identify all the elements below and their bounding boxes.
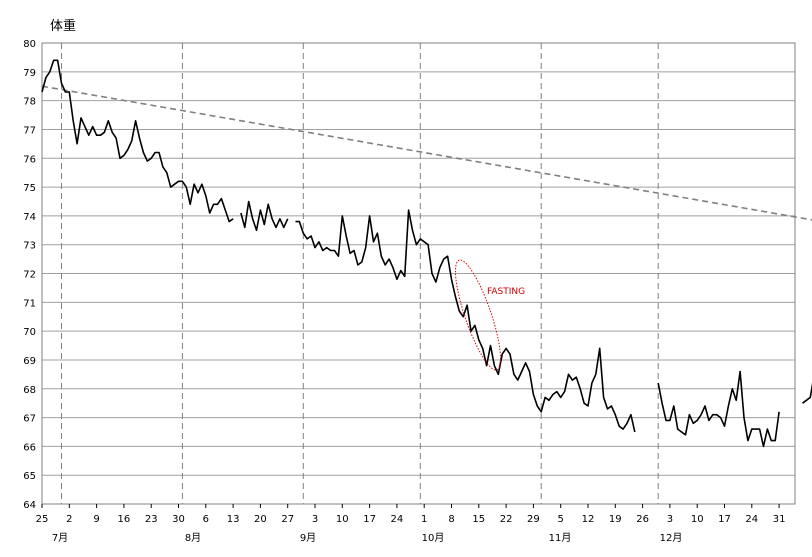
x-tick-label: 25 bbox=[36, 514, 49, 525]
x-tick-label: 26 bbox=[636, 514, 649, 525]
x-tick-label: 3 bbox=[667, 514, 673, 525]
x-tick-label: 17 bbox=[718, 514, 731, 525]
y-tick-label: 68 bbox=[23, 385, 36, 396]
x-tick-label: 31 bbox=[773, 514, 786, 525]
month-label: 9月 bbox=[300, 532, 316, 544]
x-tick-label: 24 bbox=[391, 514, 404, 525]
y-tick-label: 79 bbox=[23, 68, 36, 79]
y-tick-label: 72 bbox=[23, 270, 36, 281]
x-tick-label: 8 bbox=[448, 514, 454, 525]
x-tick-label: 20 bbox=[254, 514, 267, 525]
x-tick-label: 29 bbox=[527, 514, 540, 525]
x-tick-label: 23 bbox=[145, 514, 158, 525]
y-tick-label: 74 bbox=[23, 212, 36, 223]
x-tick-label: 24 bbox=[745, 514, 758, 525]
x-tick-label: 6 bbox=[203, 514, 209, 525]
x-tick-label: 22 bbox=[500, 514, 513, 525]
weight-line-segment bbox=[41, 59, 234, 223]
trend-line bbox=[41, 85, 812, 221]
y-tick-label: 65 bbox=[23, 471, 36, 482]
y-tick-label: 64 bbox=[23, 500, 36, 511]
month-label: 11月 bbox=[549, 532, 572, 544]
y-tick-label: 75 bbox=[23, 183, 36, 194]
x-tick-label: 17 bbox=[363, 514, 376, 525]
x-tick-label: 13 bbox=[227, 514, 240, 525]
x-tick-label: 10 bbox=[691, 514, 704, 525]
x-tick-label: 16 bbox=[118, 514, 131, 525]
x-tick-label: 15 bbox=[472, 514, 485, 525]
weight-line-segment bbox=[295, 209, 636, 433]
y-tick-label: 76 bbox=[23, 154, 36, 165]
weight-line-segment bbox=[802, 382, 812, 404]
y-tick-label: 71 bbox=[23, 298, 36, 309]
x-tick-label: 5 bbox=[558, 514, 564, 525]
month-labels: 7月 8月 9月 10月 11月 12月 bbox=[52, 532, 683, 544]
y-tick-labels: 64 65 66 67 68 69 70 71 72 73 74 75 76 77 78 79 80 bbox=[23, 39, 36, 511]
series-group bbox=[41, 59, 812, 448]
weight-line-segment bbox=[240, 200, 289, 232]
y-tick-label: 70 bbox=[23, 327, 36, 338]
weight-line-segment bbox=[657, 370, 780, 448]
y-tick-label: 69 bbox=[23, 356, 36, 367]
y-tick-label: 77 bbox=[23, 125, 36, 136]
month-label: 10月 bbox=[422, 532, 445, 544]
month-label: 8月 bbox=[185, 532, 201, 544]
month-label: 7月 bbox=[52, 532, 68, 544]
fasting-label: FASTING bbox=[487, 287, 525, 297]
x-tick-label: 3 bbox=[312, 514, 318, 525]
y-tick-label: 80 bbox=[23, 39, 36, 50]
y-tick-label: 66 bbox=[23, 442, 36, 453]
fasting-highlight bbox=[454, 259, 502, 371]
month-label: 12月 bbox=[660, 532, 683, 544]
x-tick-label: 9 bbox=[93, 514, 99, 525]
x-tick-label: 27 bbox=[281, 514, 294, 525]
plot-border bbox=[41, 42, 796, 505]
y-tick-label: 78 bbox=[23, 97, 36, 108]
y-tick-label: 67 bbox=[23, 414, 36, 425]
x-tick-label: 12 bbox=[582, 514, 595, 525]
grid bbox=[42, 42, 795, 505]
y-tick-label: 73 bbox=[23, 241, 36, 252]
x-tick-label: 1 bbox=[421, 514, 427, 525]
y-axis-title: 体重 bbox=[50, 18, 76, 34]
axes bbox=[41, 42, 796, 508]
x-tick-label: 10 bbox=[336, 514, 349, 525]
x-tick-labels: 25 2 9 16 23 30 6 13 20 27 3 10 17 24 1 8 15 22 29 5 12 19 26 3… bbox=[36, 514, 786, 525]
x-tick-label: 30 bbox=[172, 514, 185, 525]
x-tick-label: 19 bbox=[609, 514, 622, 525]
x-tick-label: 2 bbox=[66, 514, 72, 525]
